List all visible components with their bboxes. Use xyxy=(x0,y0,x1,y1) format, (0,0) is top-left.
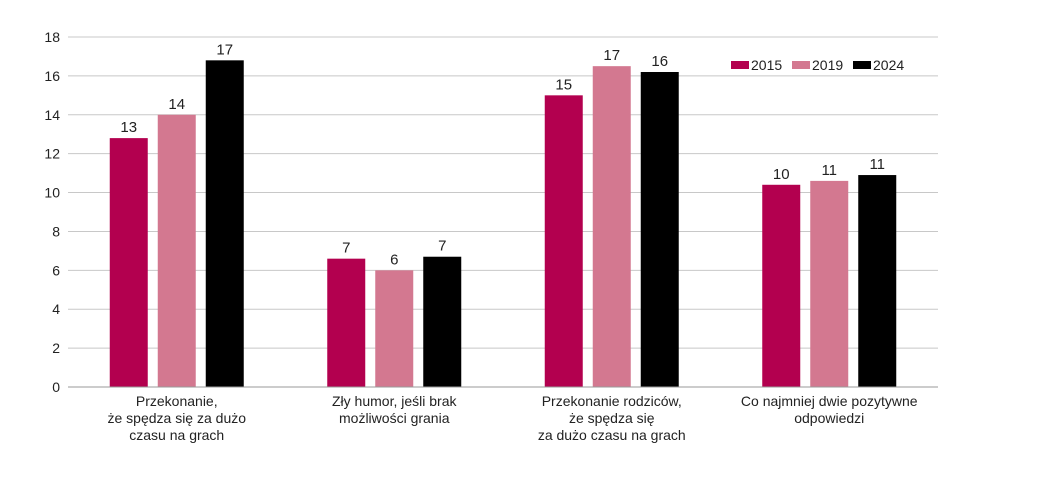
y-tick-label: 4 xyxy=(52,301,60,317)
y-tick-label: 2 xyxy=(52,340,60,356)
bar-2015-cat1 xyxy=(109,138,148,387)
category-label-line: za dużo czasu na grach xyxy=(538,427,686,443)
data-label-2019-cat3: 17 xyxy=(603,47,620,64)
legend-swatch-2024 xyxy=(853,61,871,69)
bar-2015-cat2 xyxy=(327,258,366,387)
data-label-2019-cat2: 6 xyxy=(390,251,398,268)
bar-2019-cat1 xyxy=(157,114,196,388)
y-tick-label: 8 xyxy=(52,223,60,239)
legend: 2015 2019 2024 xyxy=(731,57,904,73)
category-label-line: odpowiedzi xyxy=(794,410,864,426)
y-tick-label: 0 xyxy=(52,379,60,395)
legend-label-2015: 2015 xyxy=(751,57,782,73)
legend-label-2019: 2019 xyxy=(812,57,843,73)
legend-swatch-2019 xyxy=(792,61,810,69)
data-label-2019-cat4: 11 xyxy=(821,162,837,179)
data-label-2024-cat2: 7 xyxy=(438,238,446,255)
gridlines xyxy=(68,36,938,349)
y-tick-label: 14 xyxy=(44,107,60,123)
y-tick-label: 12 xyxy=(44,146,60,162)
data-label-2015-cat4: 10 xyxy=(773,166,790,183)
legend-swatch-2015 xyxy=(731,61,749,69)
data-label-2024-cat1: 17 xyxy=(216,41,233,58)
y-axis-ticks: 0 2 4 6 8 10 12 14 16 18 xyxy=(44,29,60,395)
data-label-2019-cat1: 14 xyxy=(168,96,185,113)
data-label-2024-cat3: 16 xyxy=(651,53,668,70)
data-label-2024-cat4: 11 xyxy=(869,156,885,173)
bar-2015-cat3 xyxy=(544,95,583,387)
bar-2024-cat3 xyxy=(640,72,679,387)
bar-data-labels: 13 14 17 7 6 7 15 17 16 10 11 11 xyxy=(120,41,885,268)
category-label-line: Przekonanie, xyxy=(136,393,218,409)
y-tick-label: 10 xyxy=(44,185,60,201)
legend-label-2024: 2024 xyxy=(873,57,904,73)
y-tick-label: 16 xyxy=(44,68,60,84)
bar-2024-cat1 xyxy=(205,60,244,387)
bar-2019-cat3 xyxy=(592,66,631,388)
bar-2015-cat4 xyxy=(762,184,801,387)
bars xyxy=(109,60,897,388)
bar-2024-cat4 xyxy=(858,175,897,387)
data-label-2015-cat1: 13 xyxy=(120,119,137,136)
data-label-2015-cat2: 7 xyxy=(342,240,350,257)
category-label-line: że spędza się za dużo xyxy=(107,410,246,426)
category-label-line: że spędza się xyxy=(569,410,655,426)
bar-2024-cat2 xyxy=(423,256,462,387)
category-label-line: Co najmniej dwie pozytywne xyxy=(741,393,918,409)
category-label-line: możliwości grania xyxy=(339,410,450,426)
y-tick-label: 6 xyxy=(52,262,60,278)
bar-2019-cat2 xyxy=(375,270,414,387)
data-label-2015-cat3: 15 xyxy=(555,76,572,93)
category-label-line: Przekonanie rodziców, xyxy=(542,393,682,409)
bar-2019-cat4 xyxy=(810,180,849,387)
y-tick-label: 18 xyxy=(44,29,60,45)
category-label-line: Zły humor, jeśli brak xyxy=(332,393,457,409)
category-label-line: czasu na grach xyxy=(129,427,224,443)
